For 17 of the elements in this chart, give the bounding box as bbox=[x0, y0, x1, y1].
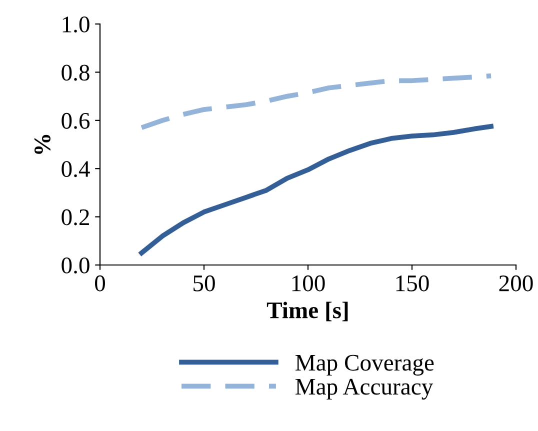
line-series bbox=[139, 73, 494, 130]
legend-label: Map Accuracy bbox=[296, 378, 434, 400]
x-tick-label: 0 bbox=[94, 275, 106, 292]
y-tick-label: 0.0 bbox=[62, 257, 90, 274]
y-tick-label: 0.4 bbox=[62, 161, 90, 178]
y-tick-label: 0.8 bbox=[62, 64, 90, 81]
line-series bbox=[139, 124, 494, 256]
x-tick-label: 50 bbox=[194, 275, 215, 292]
legend-label: Map Coverage bbox=[296, 354, 434, 376]
y-axis-title: % bbox=[34, 134, 50, 154]
y-tick-label: 0.6 bbox=[62, 112, 90, 129]
x-tick-label: 200 bbox=[499, 275, 533, 292]
x-tick-label: 150 bbox=[396, 275, 429, 292]
y-tick-label: 1.0 bbox=[62, 16, 90, 33]
x-axis-title: Time [s] bbox=[266, 302, 348, 322]
x-tick-label: 100 bbox=[292, 275, 325, 292]
y-tick-label: 0.2 bbox=[62, 209, 89, 226]
